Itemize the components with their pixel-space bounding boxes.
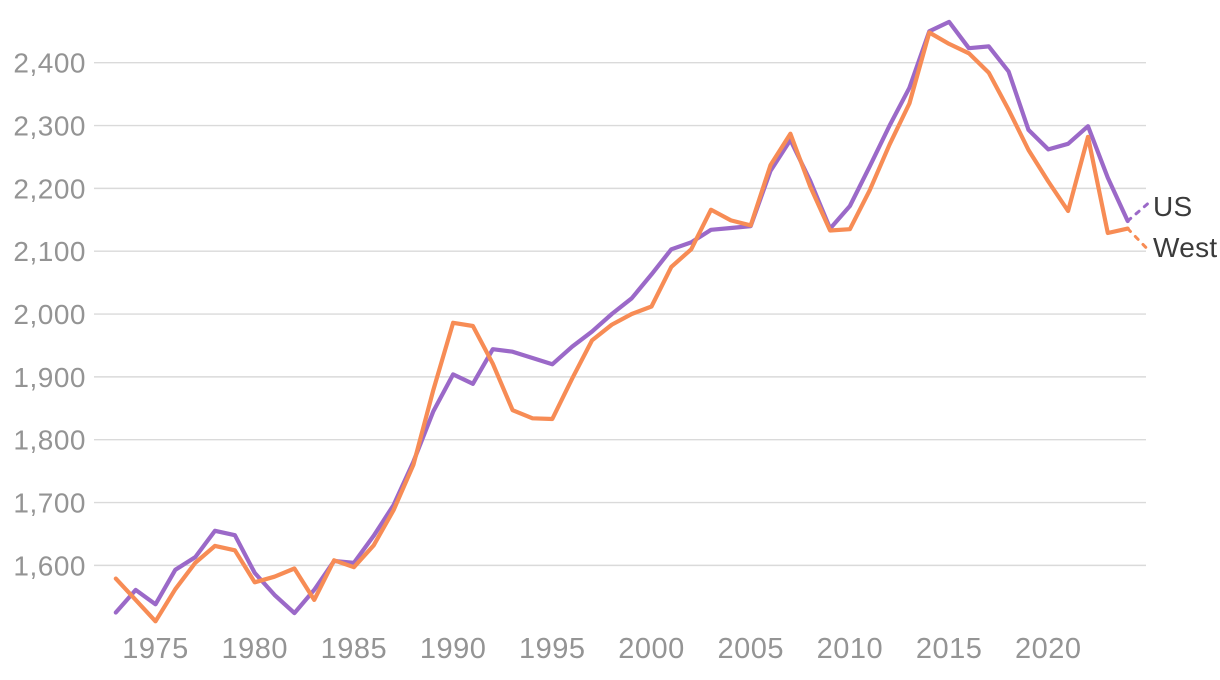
- x-axis-tick-label: 1985: [321, 633, 388, 665]
- x-axis-tick-label: 2020: [1015, 633, 1082, 665]
- y-axis-tick-label: 2,400: [13, 48, 86, 79]
- y-axis-tick-label: 1,800: [13, 425, 86, 456]
- series-label-west: West: [1153, 232, 1218, 263]
- y-axis-tick-label: 2,300: [13, 111, 86, 142]
- y-axis-tick-label: 2,200: [13, 173, 86, 204]
- x-axis-tick-label: 2000: [618, 633, 685, 665]
- x-axis-tick-label: 1990: [420, 633, 487, 665]
- us-line: [113, 19, 1130, 616]
- y-axis-tick-label: 1,700: [13, 488, 86, 519]
- us-projection-dashed-line: [1126, 200, 1151, 223]
- x-axis-tick-label: 2015: [916, 633, 983, 665]
- x-axis-tick-label: 1995: [519, 633, 586, 665]
- west-projection-dashed-line: [1126, 227, 1151, 253]
- y-axis-tick-label: 1,900: [13, 362, 86, 393]
- x-axis-tick-label: 1975: [122, 633, 189, 665]
- west-line: [113, 30, 1130, 624]
- x-axis-tick-label: 1980: [221, 633, 288, 665]
- x-axis-tick-label: 2010: [817, 633, 884, 665]
- series-label-us: US: [1153, 191, 1193, 222]
- y-axis-tick-label: 1,600: [13, 550, 86, 581]
- y-axis-tick-label: 2,100: [13, 236, 86, 267]
- y-axis-tick-label: 2,000: [13, 299, 86, 330]
- x-axis-tick-label: 2005: [717, 633, 784, 665]
